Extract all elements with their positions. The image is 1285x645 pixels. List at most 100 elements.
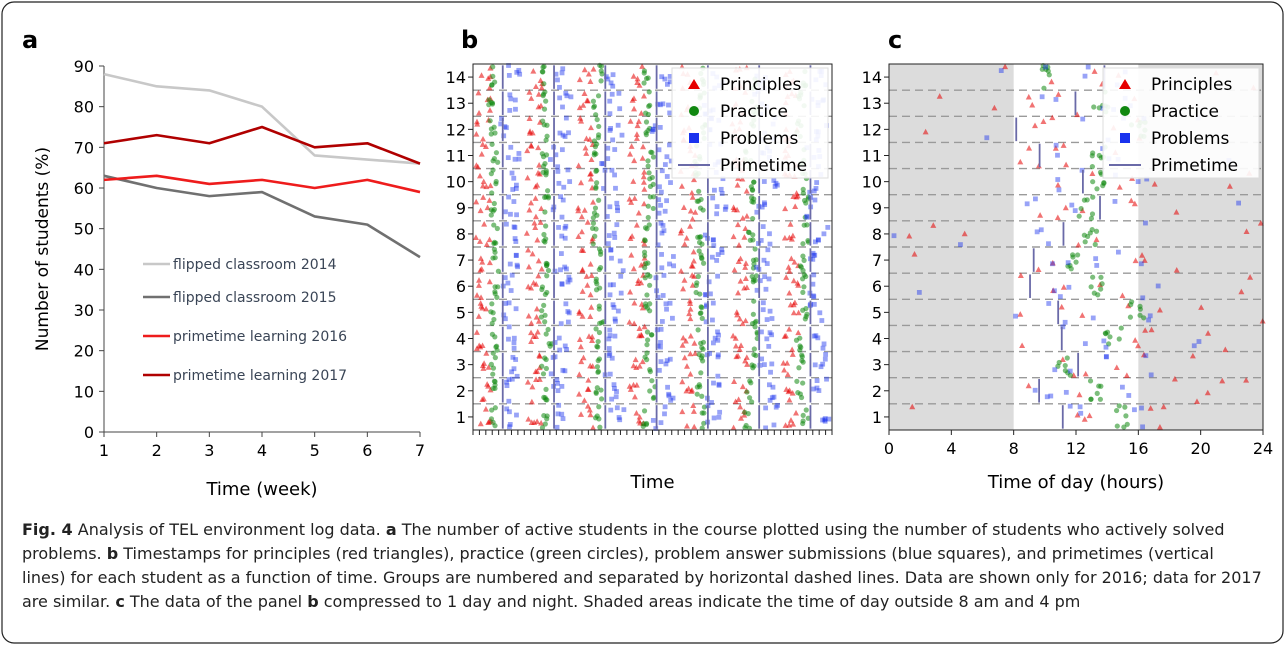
principles-mark	[629, 97, 636, 103]
principles-mark	[576, 104, 583, 111]
practice-mark	[1094, 186, 1100, 192]
x-axis-title: Time of day (hours)	[987, 472, 1164, 493]
principles-mark	[631, 393, 638, 400]
practice-mark	[800, 190, 806, 196]
principles-mark	[1148, 326, 1155, 333]
problems-mark	[611, 305, 617, 310]
problems-mark	[609, 167, 615, 173]
principles-mark	[588, 304, 595, 310]
problems-mark	[553, 152, 559, 158]
problems-mark	[704, 302, 709, 308]
practice-mark	[492, 355, 498, 361]
problems-mark	[810, 256, 816, 262]
practice-mark	[644, 329, 651, 335]
principles-mark	[487, 182, 494, 189]
problems-mark	[1135, 179, 1141, 185]
problems-mark	[1050, 261, 1055, 267]
practice-mark	[644, 342, 650, 348]
legend-problems-marker	[689, 133, 699, 143]
problems-mark	[512, 225, 518, 230]
problems-mark	[565, 167, 571, 173]
practice-mark	[594, 167, 600, 174]
problems-mark	[660, 101, 666, 107]
problems-mark	[714, 204, 720, 210]
practice-mark	[545, 267, 552, 274]
principles-mark	[1093, 236, 1100, 243]
principles-mark	[482, 143, 489, 149]
y-tick-label: 12	[862, 120, 882, 139]
problems-mark	[564, 266, 569, 272]
principles-mark	[526, 89, 533, 95]
practice-mark	[748, 184, 754, 190]
principles-mark	[480, 135, 487, 142]
panel-a-line-chart: 0 10 20 30 40 50 60 70 80 90 1 2 3 4 5 6 7 Time (week) Num…	[33, 57, 425, 500]
principles-mark	[583, 150, 590, 156]
principles-mark	[587, 175, 594, 182]
practice-mark	[646, 222, 652, 228]
problems-mark	[1126, 393, 1132, 398]
problems-mark	[607, 351, 613, 356]
practice-mark	[750, 277, 757, 283]
practice-mark	[751, 261, 757, 267]
principles-mark	[1017, 311, 1024, 317]
practice-mark	[1097, 169, 1104, 175]
problems-mark	[655, 294, 661, 300]
principles-mark	[1048, 78, 1055, 85]
problems-mark	[605, 76, 611, 82]
legend-principles-marker	[688, 79, 700, 89]
principles-mark	[1141, 257, 1148, 263]
principles-mark	[532, 83, 539, 90]
principles-mark	[530, 68, 537, 74]
problems-mark	[768, 369, 773, 375]
principles-mark	[537, 219, 544, 225]
problems-mark	[810, 250, 816, 256]
problems-mark	[811, 272, 817, 278]
principles-mark	[534, 328, 541, 335]
problems-mark	[916, 290, 922, 295]
practice-mark	[797, 263, 804, 269]
practice-mark	[694, 280, 700, 286]
principles-mark	[587, 261, 594, 267]
principles-mark	[1131, 200, 1138, 207]
principles-mark	[474, 292, 481, 298]
problems-mark	[606, 346, 612, 351]
principles-mark	[735, 352, 742, 359]
practice-mark	[492, 405, 498, 411]
practice-mark	[643, 119, 650, 125]
principles-mark	[477, 300, 484, 306]
x-tick-label: 24	[1253, 439, 1273, 458]
problems-mark	[769, 361, 775, 367]
principles-mark	[678, 183, 685, 189]
problems-mark	[711, 380, 716, 386]
principles-mark	[1243, 377, 1250, 383]
problems-mark	[655, 101, 661, 107]
principles-mark	[1019, 342, 1026, 349]
practice-mark	[800, 418, 806, 424]
problems-mark	[516, 156, 522, 162]
principles-mark	[537, 102, 544, 109]
practice-mark	[645, 158, 651, 164]
practice-mark	[594, 364, 601, 370]
principles-mark	[485, 383, 492, 389]
problems-mark	[766, 276, 772, 282]
problems-mark	[1053, 97, 1059, 102]
problems-mark	[1143, 220, 1148, 226]
principles-mark	[473, 198, 480, 205]
y-tick-label: 6	[456, 277, 466, 296]
problems-mark	[711, 243, 717, 248]
practice-mark	[495, 268, 501, 274]
practice-mark	[591, 104, 597, 110]
principles-mark	[1035, 266, 1042, 273]
problems-mark	[656, 210, 662, 216]
practice-mark	[700, 207, 706, 213]
problems-mark	[760, 307, 766, 313]
problems-mark	[516, 67, 522, 73]
practice-mark	[643, 132, 649, 138]
principles-mark	[1074, 111, 1081, 118]
practice-mark	[641, 80, 647, 86]
principles-mark	[786, 234, 793, 241]
principles-mark	[630, 73, 637, 79]
principles-mark	[687, 371, 694, 377]
problems-mark	[772, 184, 778, 189]
practice-mark	[594, 413, 600, 419]
